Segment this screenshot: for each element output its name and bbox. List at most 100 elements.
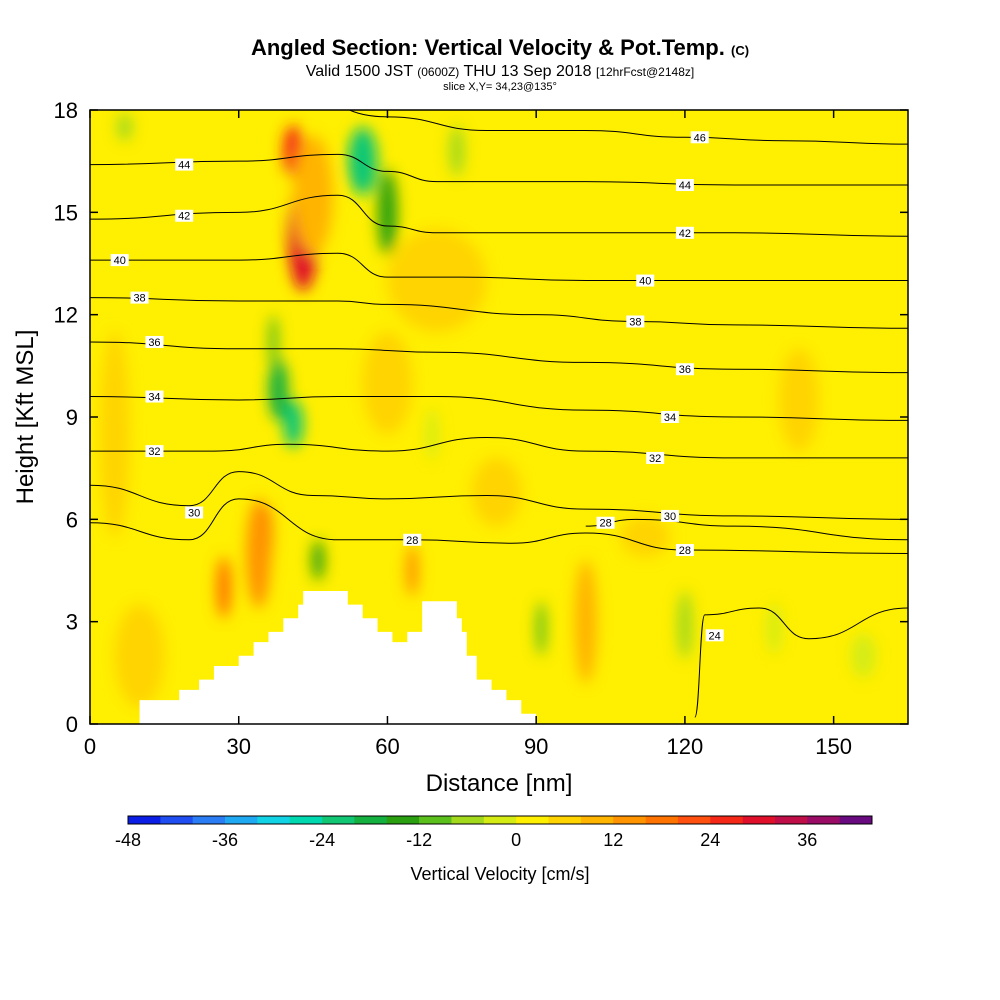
velocity-cell-8: [283, 399, 304, 448]
contour-label-42: 42: [675, 226, 694, 240]
contour-label-24: 24: [705, 629, 724, 642]
svg-text:150: 150: [815, 734, 852, 759]
colorbar-swatch-18: [710, 816, 743, 824]
x-tick-0: 0: [84, 110, 96, 759]
svg-text:36: 36: [679, 364, 691, 376]
svg-text:44: 44: [178, 160, 190, 172]
contour-label-44: 44: [675, 179, 694, 192]
velocity-field-blur: [99, 113, 876, 707]
velocity-cell-22: [114, 604, 165, 707]
svg-text:34: 34: [664, 412, 676, 424]
velocity-cell-20: [766, 602, 782, 655]
theta-contour-30: [90, 471, 908, 520]
theta-contour-32: [90, 436, 908, 459]
svg-text:46: 46: [694, 132, 706, 144]
colorbar-tick-12: 12: [603, 830, 623, 850]
x-tick-30: 30: [226, 110, 251, 759]
svg-text:28: 28: [406, 535, 418, 547]
theta-contour-46: [347, 110, 908, 145]
svg-text:42: 42: [178, 211, 190, 223]
svg-text:90: 90: [524, 734, 548, 759]
theta-contour-28: [585, 518, 908, 541]
colorbar-tick-0: 0: [511, 830, 521, 850]
svg-text:40: 40: [639, 276, 651, 288]
colorbar-swatch-4: [257, 816, 291, 824]
svg-text:18: 18: [54, 98, 78, 123]
colorbar-swatch-19: [742, 816, 776, 824]
svg-text:42: 42: [679, 228, 691, 240]
svg-text:60: 60: [375, 734, 399, 759]
contour-label-32: 32: [646, 451, 665, 465]
colorbar: -48 -36 -24 -12 0 12 24 36: [115, 815, 873, 850]
velocity-cell-12: [216, 556, 232, 619]
colorbar-swatch-12: [516, 816, 549, 824]
velocity-cell-24: [99, 331, 130, 537]
colorbar-swatch-7: [354, 816, 388, 824]
y-axis: 0 36 9 12 15 18: [54, 98, 908, 737]
svg-text:12: 12: [54, 303, 78, 328]
contour-label-30: 30: [185, 506, 204, 520]
colorbar-swatch-0: [128, 816, 161, 824]
colorbar-swatch-3: [225, 816, 258, 824]
y-tick-3: 3: [66, 610, 908, 635]
velocity-cell-15: [425, 408, 439, 460]
colorbar-swatch-2: [192, 816, 226, 824]
contour-label-28: 28: [675, 544, 694, 557]
colorbar-title: Vertical Velocity [cm/s]: [410, 864, 589, 884]
velocity-cell-26: [362, 331, 413, 435]
y-tick-9: 9: [66, 405, 908, 430]
y-tick-15: 15: [54, 200, 908, 225]
colorbar-swatch-5: [289, 816, 323, 824]
colorbar-tick--48: -48: [115, 830, 141, 850]
svg-text:15: 15: [54, 200, 78, 225]
colorbar-swatch-10: [451, 816, 485, 824]
svg-text:9: 9: [66, 405, 78, 430]
svg-text:32: 32: [148, 446, 160, 458]
svg-text:38: 38: [629, 316, 641, 328]
svg-text:24: 24: [709, 630, 721, 642]
theta-contour-40: [90, 252, 908, 282]
contour-label-30: 30: [661, 509, 680, 523]
svg-text:120: 120: [667, 734, 704, 759]
colorbar-swatch-20: [774, 816, 808, 824]
svg-text:40: 40: [114, 255, 126, 267]
velocity-cell-19: [677, 590, 693, 660]
x-tick-90: 90: [524, 110, 548, 759]
y-axis-label: Height [Kft MSL]: [12, 330, 39, 505]
colorbar-swatch-22: [839, 816, 873, 824]
theta-contour-42: [90, 194, 908, 237]
colorbar-swatch-21: [807, 816, 840, 824]
velocity-cell-11: [246, 498, 271, 609]
velocity-cell-7: [268, 359, 289, 421]
svg-text:30: 30: [226, 734, 250, 759]
colorbar-tick--12: -12: [406, 830, 432, 850]
chart-slice-info: slice X,Y= 34,23@135°: [443, 81, 557, 93]
contour-label-40: 40: [110, 254, 129, 267]
velocity-cell-17: [574, 560, 597, 684]
colorbar-tick-36: 36: [797, 830, 817, 850]
y-tick-0: 0: [66, 712, 908, 737]
velocity-cell-9: [268, 314, 279, 370]
contour-label-34: 34: [661, 411, 680, 424]
y-tick-12: 12: [54, 303, 908, 328]
velocity-field: [99, 113, 876, 707]
svg-text:30: 30: [188, 508, 200, 520]
x-tick-120: 120: [667, 110, 704, 759]
terrain-mask: [139, 590, 537, 724]
contour-label-40: 40: [636, 274, 655, 288]
colorbar-frame: [127, 815, 873, 825]
svg-text:32: 32: [649, 453, 661, 465]
colorbar-swatch-8: [386, 816, 420, 824]
contour-label-46: 46: [690, 131, 709, 144]
velocity-cell-27: [471, 457, 522, 527]
theta-contours: [90, 110, 908, 718]
colorbar-swatch-14: [580, 816, 614, 824]
colorbar-swatch-9: [419, 816, 452, 824]
colorbar-swatch-17: [677, 816, 711, 824]
svg-text:28: 28: [679, 545, 691, 557]
velocity-cell-28: [620, 515, 671, 557]
x-axis: 0 30 60 90 120 150: [84, 110, 852, 759]
chart-title-block: Angled Section: Vertical Velocity & Pot.…: [0, 36, 1000, 94]
velocity-cell-21: [850, 633, 876, 678]
